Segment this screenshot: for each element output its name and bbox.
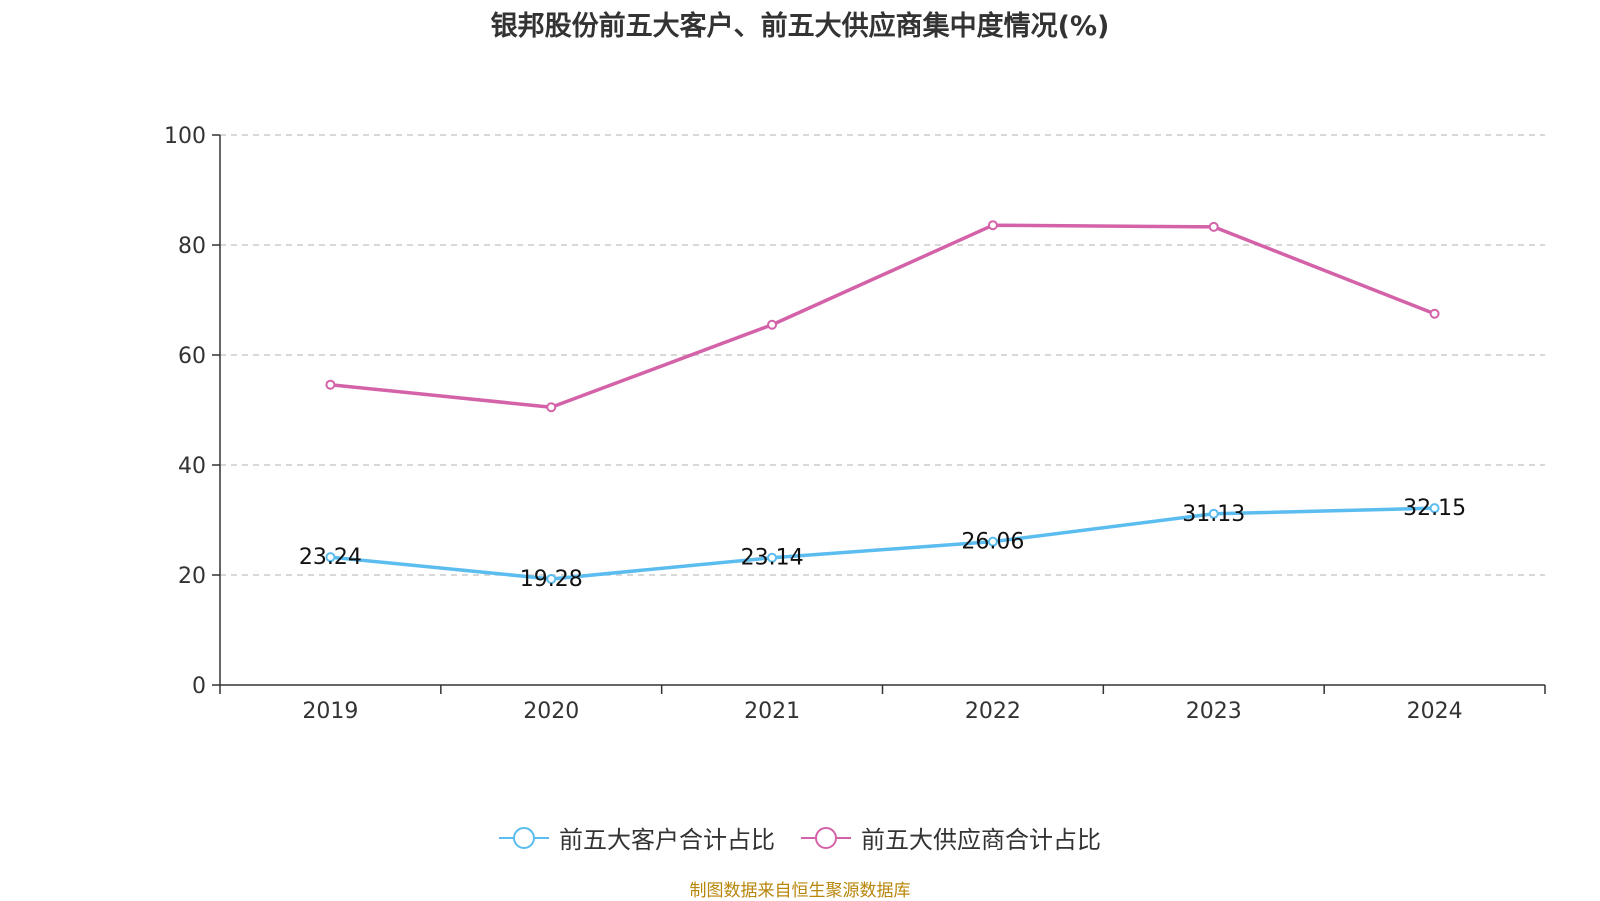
data-point	[767, 319, 778, 330]
x-tick-label: 2024	[1407, 699, 1463, 724]
data-point	[1429, 308, 1440, 319]
series-line-0	[330, 506, 1435, 581]
line-chart: 0 20 40 60 80 100 2019 2020 2021 2022 2023 2024 23.…	[164, 124, 1546, 724]
data-label: 31.13	[1182, 502, 1245, 527]
data-point	[1208, 221, 1219, 232]
data-point	[1208, 508, 1219, 519]
legend-label-suppliers: 前五大供应商合计占比	[861, 826, 1101, 854]
legend: 前五大客户合计占比 前五大供应商合计占比	[0, 820, 1600, 855]
series-line-1	[330, 223, 1436, 409]
legend-label-customers: 前五大客户合计占比	[559, 826, 775, 854]
y-tick-label: 0	[192, 674, 206, 699]
data-point	[1429, 503, 1440, 514]
legend-item-customers[interactable]: 前五大客户合计占比	[499, 820, 775, 855]
x-tick-label: 2019	[302, 699, 358, 724]
y-tick-label: 100	[164, 124, 206, 149]
legend-marker-customers	[499, 826, 549, 849]
data-point	[546, 402, 557, 413]
data-point	[767, 552, 778, 563]
x-tick-label: 2023	[1186, 699, 1242, 724]
y-tick-label: 60	[178, 344, 206, 369]
legend-marker-suppliers	[801, 826, 851, 849]
data-point	[325, 552, 336, 563]
data-label: 23.14	[741, 546, 804, 571]
chart-title: 银邦股份前五大客户、前五大供应商集中度情况(%)	[490, 11, 1110, 42]
x-tick-label: 2022	[965, 699, 1021, 724]
data-point	[546, 573, 557, 584]
data-point	[325, 379, 336, 390]
data-point	[987, 220, 998, 231]
x-tick-label: 2021	[744, 699, 800, 724]
y-tick-label: 20	[178, 564, 206, 589]
data-label: 26.06	[961, 530, 1024, 555]
data-label: 23.24	[299, 545, 362, 570]
y-tick-label: 40	[178, 454, 206, 479]
x-tick-label: 2020	[523, 699, 579, 724]
legend-item-suppliers[interactable]: 前五大供应商合计占比	[801, 820, 1101, 855]
data-label: 32.15	[1403, 496, 1466, 521]
data-label: 19.28	[520, 567, 583, 592]
data-point	[987, 536, 998, 547]
y-tick-label: 80	[178, 234, 206, 259]
data-source-note: 制图数据来自恒生聚源数据库	[689, 881, 911, 901]
